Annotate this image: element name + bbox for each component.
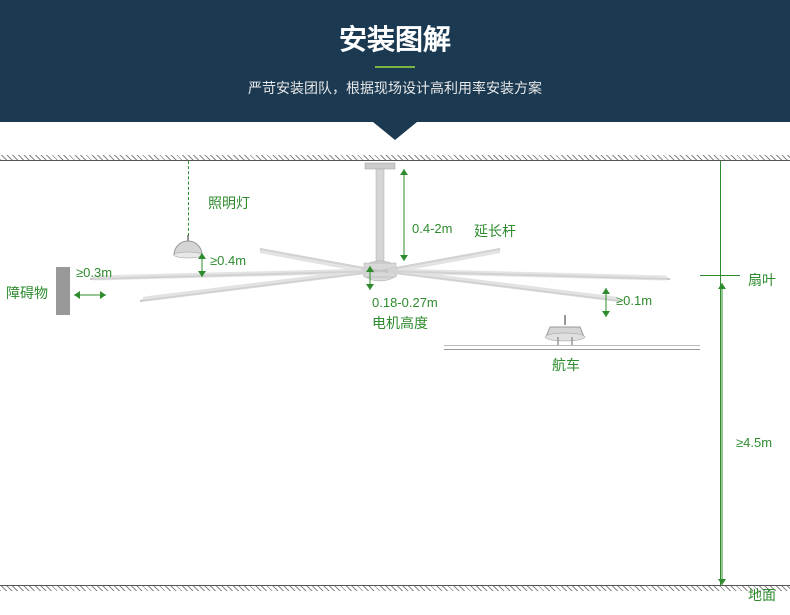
motor-range-label: 0.18-0.27m: [372, 295, 438, 310]
downrod-range-label: 0.4-2m: [412, 221, 452, 236]
page-title: 安装图解: [0, 18, 790, 58]
motor-dim: [360, 263, 380, 293]
lamp-label: 照明灯: [208, 193, 250, 213]
floor-clearance-label: ≥4.5m: [736, 435, 772, 450]
crane-label: 航车: [552, 355, 580, 375]
crane-clearance-label: ≥0.1m: [616, 293, 652, 308]
arrow-down-icon: [373, 122, 417, 140]
obstacle-label: 障碍物: [6, 283, 48, 303]
floor-hatch: [0, 585, 790, 591]
obstacle-block: [56, 267, 70, 315]
floor-label: 地面: [748, 585, 776, 605]
blade-label: 扇叶: [748, 270, 776, 290]
underline: [375, 66, 415, 68]
downrod-dim: [394, 165, 414, 265]
obstacle-dim: [70, 285, 110, 305]
subtitle: 严苛安装团队，根据现场设计高利用率安装方案: [0, 78, 790, 98]
floor-dim: [712, 279, 732, 589]
crane-rail: [444, 349, 700, 350]
installation-diagram: 障碍物 ≥0.3m 照明灯 ≥0.4m 0.4-2m 延长杆 0.18-0.27…: [0, 155, 790, 615]
lamp-dim: [192, 250, 212, 280]
downrod-label: 延长杆: [474, 221, 516, 241]
crane-rail2: [444, 345, 700, 346]
blade-tick: [700, 275, 740, 276]
lamp-clearance-label: ≥0.4m: [210, 253, 246, 268]
lamp-vline: [188, 161, 189, 236]
obstacle-clearance-label: ≥0.3m: [76, 265, 112, 280]
crane-dim: [596, 285, 616, 320]
motor-label: 电机高度: [372, 313, 428, 333]
